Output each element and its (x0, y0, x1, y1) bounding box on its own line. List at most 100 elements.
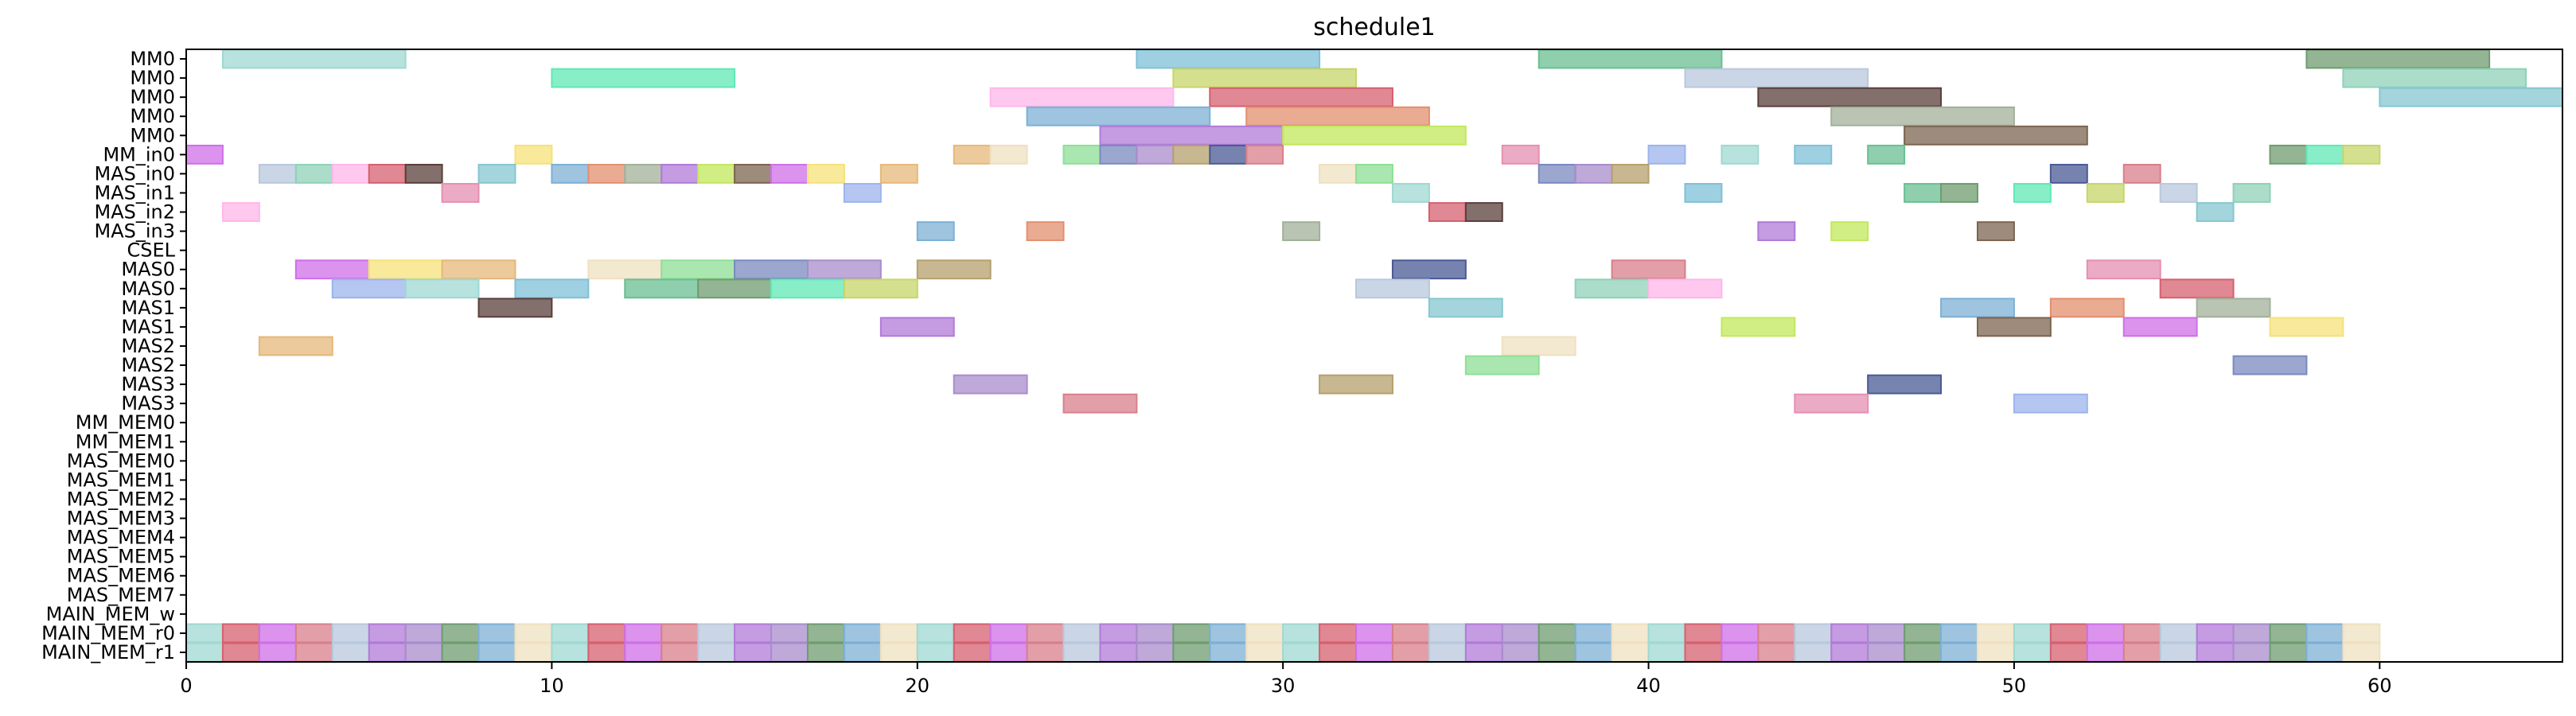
task-bar (1940, 298, 2015, 318)
task-bar (2086, 259, 2161, 280)
task-bar (1391, 259, 1467, 280)
task-bar (1794, 144, 1833, 165)
task-bar (404, 642, 443, 663)
task-bar (2269, 144, 2308, 165)
task-bar (2086, 623, 2125, 644)
task-bar (1867, 374, 1943, 395)
task-bar (294, 623, 333, 644)
task-bar (368, 642, 407, 663)
task-bar (1611, 642, 1650, 663)
task-bar (1245, 106, 1430, 126)
task-bar (1282, 623, 1321, 644)
task-bar (2305, 623, 2344, 644)
chart-title: schedule1 (1313, 14, 1436, 41)
task-bar (2232, 642, 2271, 663)
y-tick-label: CSEL (127, 239, 175, 262)
task-bar (1537, 49, 1723, 69)
task-bar (1062, 393, 1138, 414)
task-bar (1757, 221, 1796, 242)
task-bar (587, 163, 626, 184)
task-bar (661, 259, 736, 280)
task-bar (770, 163, 809, 184)
task-bar (587, 259, 663, 280)
task-bar (185, 623, 224, 644)
task-bar (1099, 144, 1138, 165)
y-tick-label: MM0 (130, 124, 175, 146)
task-bar (1026, 221, 1065, 242)
task-bar (1501, 642, 1540, 663)
task-bar (1172, 623, 1211, 644)
task-bar (1026, 623, 1065, 644)
task-bar (1684, 68, 1869, 88)
task-bar (441, 623, 480, 644)
y-tick-label: MAS_MEM1 (67, 469, 175, 491)
task-bar (770, 278, 845, 299)
task-bar (1209, 623, 1248, 644)
task-bar (1976, 642, 2015, 663)
task-bar (2086, 183, 2125, 203)
task-bar (843, 278, 918, 299)
x-tick-label: 30 (1271, 675, 1296, 697)
task-bar (404, 163, 443, 184)
y-tick-label: MAS3 (121, 392, 175, 414)
task-bar (258, 163, 297, 184)
task-bar (1355, 642, 1393, 663)
task-bar (1976, 317, 2052, 337)
y-tick-label: MM0 (130, 48, 175, 70)
task-bar (1501, 144, 1540, 165)
task-bar (734, 623, 773, 644)
task-bar (1209, 144, 1248, 165)
task-bar (331, 642, 370, 663)
task-bar (258, 336, 333, 356)
task-bar (806, 163, 845, 184)
task-bar (2122, 623, 2161, 644)
task-bar (697, 163, 736, 184)
task-bar (989, 87, 1175, 107)
task-bar (514, 623, 553, 644)
task-bar (514, 144, 553, 165)
task-bar (953, 623, 992, 644)
task-bar (1501, 336, 1576, 356)
task-bar (1537, 642, 1576, 663)
task-bar (2305, 144, 2344, 165)
task-bar (1611, 163, 1650, 184)
x-tick-label: 40 (1636, 675, 1661, 697)
task-bar (1391, 623, 1430, 644)
y-tick-label: MM_in0 (103, 143, 175, 165)
y-tick-label: MAS3 (121, 373, 175, 395)
task-bar (1282, 221, 1321, 242)
task-bar (2269, 317, 2344, 337)
task-bar (1867, 144, 1906, 165)
task-bar (1574, 642, 1613, 663)
task-bar (1830, 221, 1869, 242)
y-tick-label: MAS_MEM0 (67, 449, 175, 472)
y-tick-label: MAS2 (121, 335, 175, 357)
task-bar (2305, 49, 2491, 69)
task-bar (185, 642, 224, 663)
task-bar (1721, 623, 1760, 644)
task-bar (1355, 278, 1430, 299)
task-bar (1172, 144, 1211, 165)
task-bar (843, 183, 882, 203)
task-bar (734, 259, 809, 280)
task-bar (1282, 125, 1467, 146)
task-bar (2159, 183, 2198, 203)
task-bar (2122, 163, 2161, 184)
y-tick-label: MAS_MEM4 (67, 527, 175, 549)
task-bar (1684, 183, 1723, 203)
x-tick-label: 10 (540, 675, 564, 697)
task-bar (1794, 393, 1869, 414)
task-bar (624, 163, 663, 184)
plot-frame (185, 49, 2563, 663)
y-tick-label: MAS_in3 (94, 220, 175, 243)
task-bar (879, 623, 918, 644)
task-bar (1172, 642, 1211, 663)
task-bar (2086, 642, 2125, 663)
task-bar (953, 374, 1028, 395)
task-bar (331, 163, 370, 184)
task-bar (843, 623, 882, 644)
task-bar (2013, 183, 2052, 203)
y-tick-label: MAS_MEM5 (67, 546, 175, 568)
task-bar (1391, 642, 1430, 663)
task-bar (1099, 623, 1138, 644)
